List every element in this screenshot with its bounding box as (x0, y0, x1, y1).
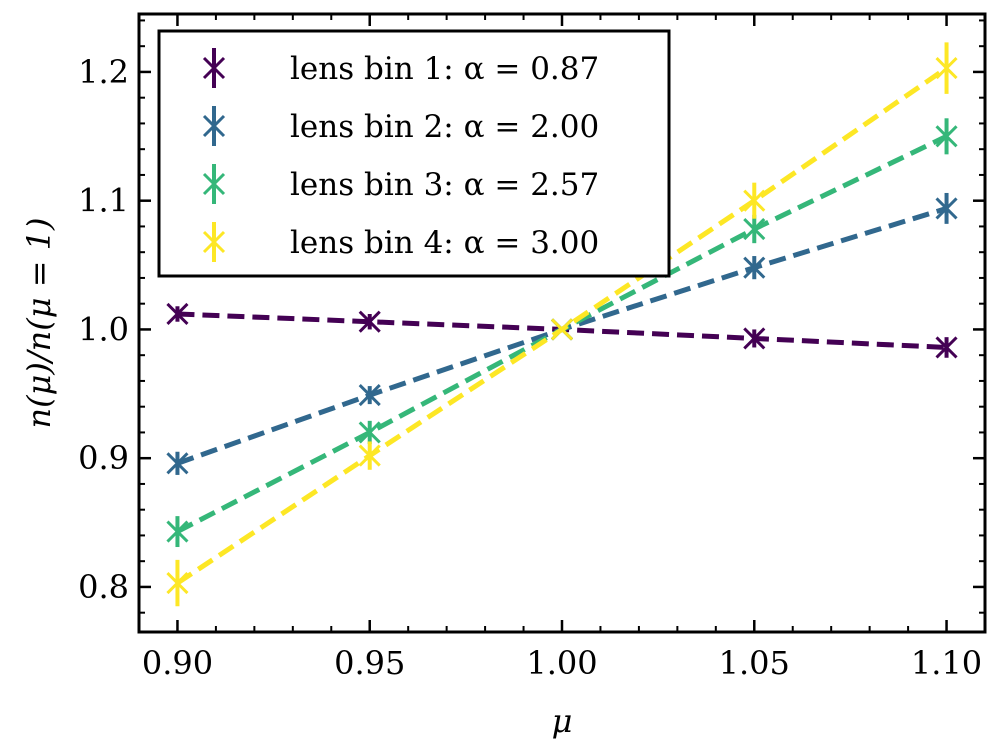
legend-entry: lens bin 4: α = 3.00 (202, 222, 599, 262)
legend-marker (202, 230, 226, 254)
legend: lens bin 1: α = 0.87 lens bin 2: α = 2.00… (157, 29, 671, 278)
legend-label: lens bin 3: α = 2.57 (290, 167, 599, 203)
x-tick-label: 0.95 (334, 644, 405, 682)
y-tick-label: 0.9 (78, 439, 129, 477)
axis-tick-labels: 0.90 0.95 1.00 1.05 1.10 0.8 0.9 1.0 1.1 1.2 (78, 53, 982, 682)
data-point (935, 197, 958, 220)
x-tick-label: 1.10 (911, 644, 982, 682)
x-tick-label: 1.00 (526, 644, 597, 682)
data-point (935, 57, 958, 80)
data-point (166, 572, 189, 595)
plot-frame (137, 12, 987, 634)
data-point (166, 302, 189, 326)
data-point (935, 336, 958, 359)
y-tick-label: 1.0 (78, 310, 129, 348)
x-tick-label: 0.90 (142, 644, 213, 682)
x-tick-label: 1.05 (719, 644, 790, 682)
data-point (743, 217, 766, 241)
data-point (166, 452, 189, 475)
legend-marker (202, 114, 226, 138)
legend-label: lens bin 1: α = 0.87 (290, 51, 599, 87)
data-point (358, 310, 381, 333)
y-tick-label: 1.2 (78, 53, 129, 91)
data-point (743, 189, 766, 212)
data-point (358, 384, 381, 407)
data-point (743, 327, 766, 350)
legend-entry: lens bin 1: α = 0.87 (202, 48, 599, 88)
y-tick-label: 1.1 (78, 182, 129, 220)
y-tick-label: 0.8 (78, 568, 129, 606)
data-point (550, 318, 574, 341)
legend-box (157, 29, 671, 278)
series-4 (166, 42, 958, 607)
legend-label: lens bin 2: α = 2.00 (290, 109, 599, 145)
plot-series (166, 42, 958, 607)
legend-label: lens bin 4: α = 3.00 (290, 225, 599, 261)
legend-marker (202, 172, 226, 196)
legend-entry: lens bin 2: α = 2.00 (202, 106, 599, 146)
y-axis-label: n(μ)/n(μ = 1) (20, 217, 58, 428)
data-point (166, 520, 189, 543)
data-point (358, 421, 381, 444)
legend-entry: lens bin 3: α = 2.57 (202, 164, 599, 204)
legend-marker (202, 56, 226, 80)
x-axis-label: μ (552, 702, 573, 740)
data-point (935, 125, 958, 148)
data-point (358, 444, 381, 467)
data-point (743, 256, 766, 279)
